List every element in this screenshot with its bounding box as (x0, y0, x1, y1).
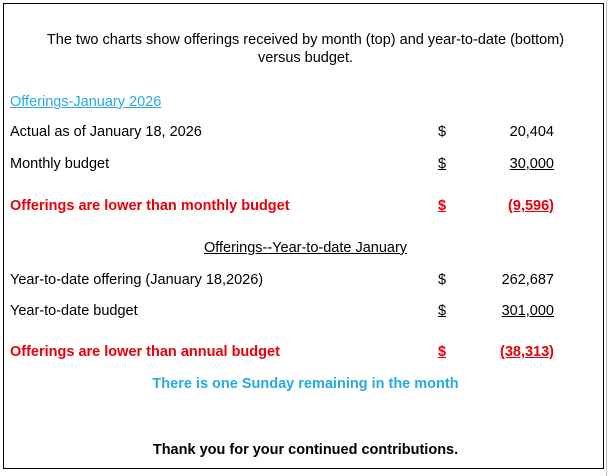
frame (3, 3, 604, 469)
currency: $ (438, 272, 447, 288)
note: There is one Sunday remaining in the mon… (152, 376, 459, 392)
row-label: Offerings are lower than annual budget (10, 344, 280, 360)
edge (606, 0, 607, 476)
currency: $ (438, 156, 447, 172)
amount: (9,596) (508, 198, 554, 214)
section-heading: Offerings--Year-to-date January (203, 240, 408, 256)
row-label: Offerings are lower than monthly budget (10, 198, 290, 214)
currency: $ (438, 344, 447, 360)
currency: $ (438, 198, 447, 214)
amount: 30,000 (509, 156, 554, 172)
amount: 301,000 (501, 303, 554, 319)
thanks: Thank you for your continued contributio… (152, 442, 459, 458)
row-label: Monthly budget (10, 156, 110, 172)
amount: 262,687 (501, 272, 554, 288)
intro-line: versus budget. (257, 50, 354, 66)
amount: 20,404 (509, 124, 554, 140)
amount: (38,313) (499, 344, 554, 360)
intro-line: The two charts show offerings received b… (46, 32, 565, 48)
currency: $ (438, 303, 447, 319)
row-label: Actual as of January 18, 2026 (10, 124, 202, 140)
row-label: Year-to-date budget (10, 303, 138, 319)
row-label: Year-to-date offering (January 18,2026) (10, 272, 264, 288)
currency: $ (438, 124, 447, 140)
section-heading: Offerings-January 2026 (10, 94, 162, 110)
